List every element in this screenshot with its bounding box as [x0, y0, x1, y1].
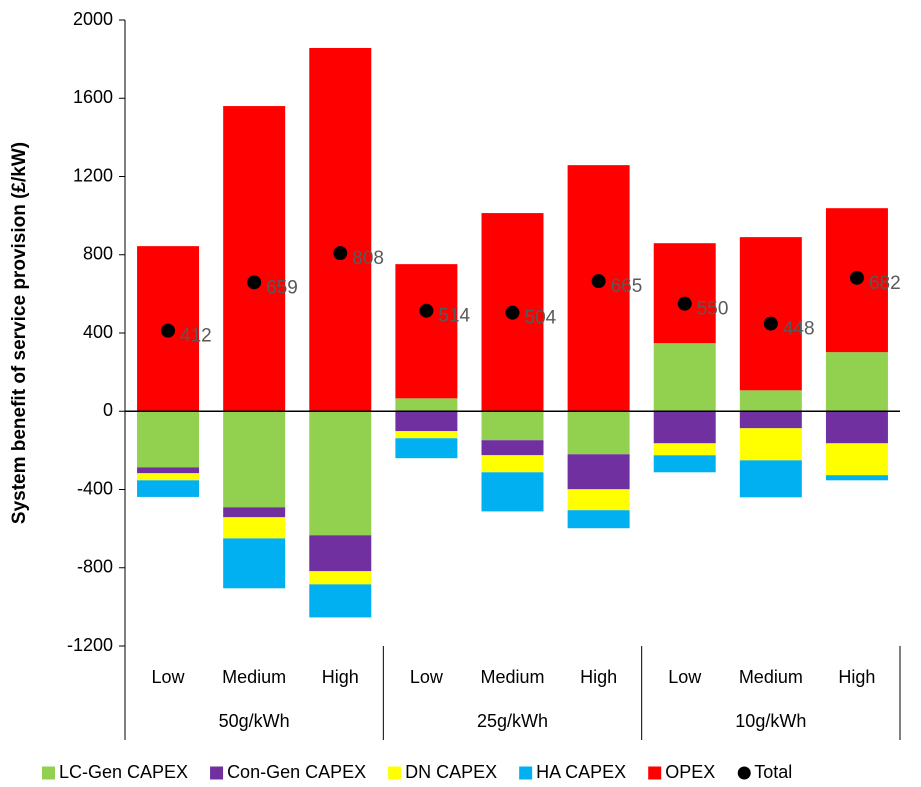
total-dot — [333, 246, 348, 261]
bar-segment — [223, 507, 286, 518]
total-dot — [677, 296, 692, 311]
bar-segment — [825, 475, 888, 481]
bar-segment — [481, 455, 544, 473]
x-tick-label: Medium — [739, 667, 803, 687]
bar-segment — [825, 352, 888, 412]
bar-segment — [309, 47, 372, 412]
x-tick-label: High — [838, 667, 875, 687]
bar-segment — [309, 571, 372, 585]
x-tick-label: Medium — [222, 667, 286, 687]
y-tick-label: -400 — [77, 478, 113, 498]
x-tick-label: Low — [152, 667, 186, 687]
bar-segment — [567, 510, 630, 529]
bar-segment — [309, 584, 372, 618]
group-label: 50g/kWh — [219, 711, 290, 731]
legend-marker — [388, 766, 402, 780]
legend-label: DN CAPEX — [405, 762, 497, 782]
bar-segment — [223, 411, 286, 508]
bar-segment — [223, 517, 286, 539]
total-dot — [247, 275, 262, 290]
bar-segment — [567, 489, 630, 511]
bar-segment — [739, 390, 802, 412]
bar-segment — [223, 538, 286, 589]
x-tick-label: High — [322, 667, 359, 687]
bar-segment — [137, 480, 200, 497]
bar-segment — [739, 411, 802, 429]
bar-segment — [567, 411, 630, 455]
legend-marker — [210, 766, 224, 780]
legend-marker — [42, 766, 55, 780]
total-dot — [505, 305, 520, 320]
bar-segment — [653, 443, 716, 456]
y-tick-label: 400 — [83, 322, 113, 342]
total-dot — [591, 274, 606, 289]
legend-label: LC-Gen CAPEX — [59, 762, 188, 782]
bar-segment — [395, 398, 458, 412]
total-dot — [849, 270, 864, 285]
y-tick-label: -1200 — [67, 635, 113, 655]
x-tick-label: Low — [668, 667, 702, 687]
data-label: 808 — [352, 248, 384, 269]
legend-label: HA CAPEX — [536, 762, 626, 782]
bar-segment — [309, 411, 372, 536]
y-tick-label: 800 — [83, 244, 113, 264]
y-axis-title: System benefit of service provision (£/k… — [9, 142, 30, 524]
bar-segment — [395, 438, 458, 459]
bar-segment — [137, 467, 200, 474]
bar-segment — [309, 535, 372, 572]
y-tick-label: 0 — [103, 400, 113, 420]
bar-segment — [223, 106, 286, 412]
y-tick-label: 1600 — [73, 87, 113, 107]
total-dot — [419, 303, 434, 318]
bar-segment — [137, 411, 200, 468]
bar-segment — [739, 460, 802, 498]
data-label: 514 — [438, 306, 470, 327]
data-label: 448 — [783, 319, 815, 340]
bar-segment — [653, 343, 716, 412]
legend-marker — [519, 766, 533, 780]
legend-marker — [648, 766, 662, 780]
legend-label: Con-Gen CAPEX — [227, 762, 366, 782]
data-label: 412 — [180, 326, 212, 347]
bar-segment — [739, 237, 802, 391]
bar-segment — [395, 431, 458, 439]
data-label: 504 — [525, 308, 557, 329]
bar-segment — [653, 455, 716, 473]
legend-label: OPEX — [665, 762, 715, 782]
bar-segment — [825, 443, 888, 476]
data-label: 665 — [611, 276, 643, 297]
legend-label: Total — [754, 762, 792, 782]
data-label: 659 — [266, 277, 298, 298]
x-tick-label: Low — [410, 667, 444, 687]
bar-segment — [653, 411, 716, 444]
bar-segment — [395, 264, 458, 399]
bar-segment — [567, 454, 630, 490]
data-label: 682 — [869, 273, 901, 294]
bar-segment — [481, 440, 544, 456]
bar-segment — [481, 411, 544, 441]
y-tick-label: 1200 — [73, 165, 113, 185]
y-tick-label: -800 — [77, 557, 113, 577]
data-label: 550 — [697, 299, 729, 320]
bar-segment — [395, 411, 458, 432]
bar-segment — [567, 165, 630, 412]
total-dot — [161, 323, 176, 338]
bar-segment — [825, 411, 888, 444]
bar-segment — [137, 473, 200, 481]
y-tick-label: 2000 — [73, 9, 113, 29]
x-tick-label: Medium — [480, 667, 544, 687]
group-label: 10g/kWh — [735, 711, 806, 731]
group-label: 25g/kWh — [477, 711, 548, 731]
bar-segment — [739, 428, 802, 461]
total-dot — [763, 316, 778, 331]
x-tick-label: High — [580, 667, 617, 687]
legend-marker — [737, 766, 751, 780]
bar-segment — [653, 243, 716, 344]
bar-segment — [481, 472, 544, 512]
